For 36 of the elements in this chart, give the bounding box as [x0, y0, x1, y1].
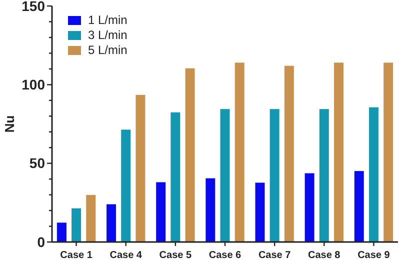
y-tick-label: 0	[37, 234, 46, 250]
bar	[220, 109, 230, 242]
bar	[234, 62, 244, 242]
y-tick-label: 50	[29, 155, 46, 172]
x-tick-label: Case 5	[159, 250, 192, 261]
bar	[86, 194, 96, 242]
x-tick-label: Case 4	[110, 250, 142, 261]
bar	[106, 204, 116, 242]
legend-label: 3 L/min	[88, 28, 128, 42]
y-tick-label: 150	[22, 0, 46, 14]
bar	[56, 222, 66, 242]
bar	[170, 112, 180, 242]
y-axis-title: Nu	[2, 115, 17, 133]
bar	[121, 130, 131, 242]
bar	[72, 208, 82, 242]
x-tick-label: Case 8	[308, 250, 341, 261]
bar	[334, 62, 344, 242]
bar	[304, 173, 314, 242]
bar	[368, 107, 378, 242]
x-tick-label: Case 9	[358, 250, 390, 261]
bar	[206, 178, 216, 242]
legend-label: 1 L/min	[88, 13, 128, 27]
bar	[185, 68, 195, 242]
bar	[384, 62, 394, 242]
legend-label: 5 L/min	[88, 43, 128, 57]
y-tick-label: 100	[22, 76, 46, 93]
bar	[354, 171, 364, 242]
bar	[319, 109, 329, 242]
x-tick-label: Case 1	[60, 250, 93, 261]
x-tick-label: Case 7	[258, 250, 292, 261]
bar	[284, 66, 294, 242]
x-tick-label: Case 6	[208, 250, 242, 261]
bar	[156, 182, 166, 242]
bar	[255, 182, 265, 242]
bar	[136, 94, 146, 242]
bar	[270, 109, 280, 242]
